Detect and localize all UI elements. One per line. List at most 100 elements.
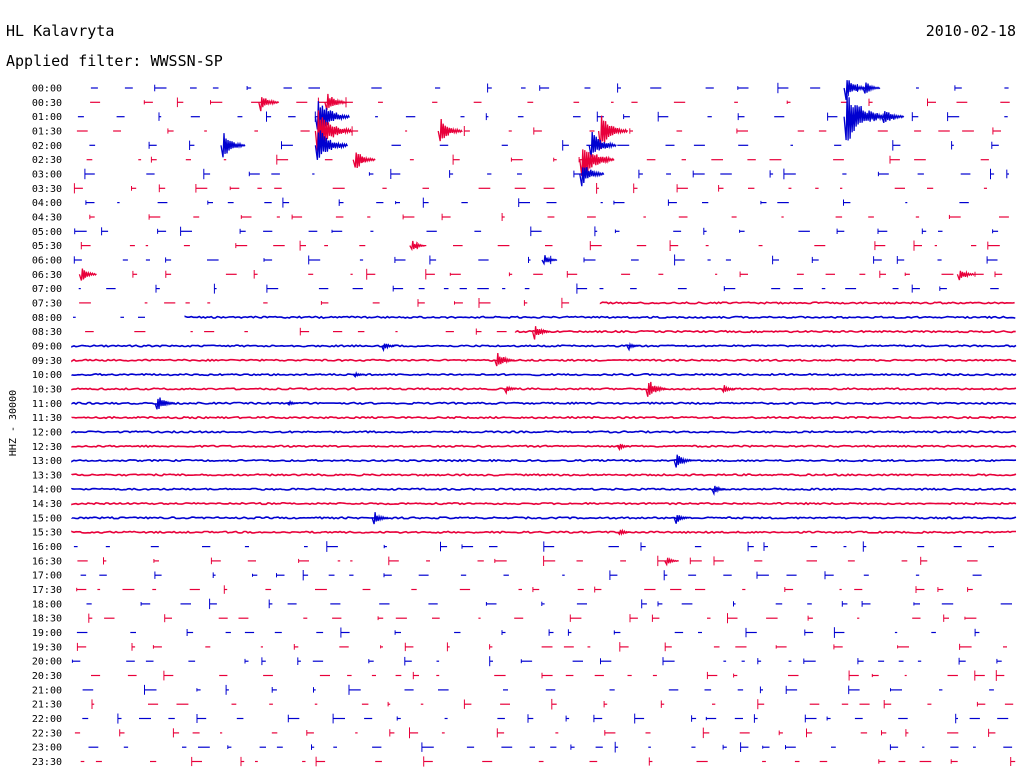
trace-row <box>86 149 989 177</box>
trace-row <box>71 512 1017 525</box>
row-time-label: 20:30 <box>32 671 62 682</box>
trace-row <box>71 443 1017 452</box>
trace-row <box>80 240 1000 252</box>
event-burst <box>617 528 630 537</box>
trace-row <box>90 80 1009 101</box>
trace-row <box>88 613 977 624</box>
trace-row <box>91 698 1014 710</box>
event-burst <box>664 557 679 567</box>
row-time-label: 18:30 <box>32 614 62 625</box>
trace-row <box>82 684 994 695</box>
trace-row <box>71 656 1002 667</box>
event-burst <box>154 397 176 410</box>
event-burst <box>437 118 463 142</box>
row-time-label: 01:30 <box>32 126 62 137</box>
row-time-label: 11:30 <box>32 413 62 424</box>
trace-row <box>89 130 999 160</box>
row-time-label: 06:00 <box>32 255 62 266</box>
trace-row <box>85 197 969 208</box>
trace-row <box>71 473 1017 477</box>
row-time-label: 17:30 <box>32 585 62 596</box>
trace-row <box>71 430 1017 434</box>
trace-row <box>71 454 1017 468</box>
event-burst <box>645 381 668 397</box>
row-time-label: 15:30 <box>32 528 62 539</box>
event-burst <box>352 371 365 378</box>
event-burst <box>78 268 97 281</box>
trace-row <box>76 642 1007 652</box>
trace-row <box>90 93 1010 112</box>
event-burst <box>371 512 389 525</box>
event-burst <box>626 341 640 352</box>
event-burst <box>720 385 736 394</box>
station-title: HL Kalavryta <box>6 22 115 40</box>
row-time-label: 13:30 <box>32 470 62 481</box>
trace-row <box>71 381 1017 397</box>
event-burst <box>843 95 889 141</box>
trace-row <box>80 756 1016 767</box>
row-time-label: 07:30 <box>32 298 62 309</box>
event-burst <box>711 485 727 496</box>
filter-label: Applied filter: WWSSN-SP <box>6 52 223 70</box>
row-time-label: 20:00 <box>32 657 62 668</box>
row-time-label: 04:30 <box>32 212 62 223</box>
trace-line <box>599 301 1015 305</box>
event-burst <box>956 270 975 281</box>
trace-row <box>76 110 1001 152</box>
row-time-label: 21:00 <box>32 685 62 696</box>
row-time-label: 03:30 <box>32 184 62 195</box>
row-time-label: 09:00 <box>32 341 62 352</box>
trace-row <box>73 183 987 194</box>
y-axis-label: HHZ - 30000 <box>8 390 19 456</box>
trace-line <box>71 344 1017 348</box>
event-burst <box>588 131 617 158</box>
event-burst <box>531 326 551 340</box>
event-burst <box>597 115 629 149</box>
trace-row <box>73 315 1016 320</box>
trace-row <box>71 397 1017 410</box>
event-burst <box>579 149 615 177</box>
row-time-label: 22:30 <box>32 728 62 739</box>
trace-row <box>85 326 1016 340</box>
row-time-label: 07:00 <box>32 284 62 295</box>
trace-row <box>91 670 1005 681</box>
row-time-label: 15:00 <box>32 513 62 524</box>
row-time-label: 23:00 <box>32 743 62 754</box>
row-time-label: 01:00 <box>32 112 62 123</box>
trace-line <box>71 387 1017 391</box>
row-time-label: 04:00 <box>32 198 62 209</box>
event-burst <box>380 343 396 353</box>
trace-row <box>71 353 1017 367</box>
row-time-label: 08:30 <box>32 327 62 338</box>
event-burst <box>314 130 348 160</box>
trace-row <box>86 598 1012 610</box>
trace-row <box>80 570 982 581</box>
row-time-label: 19:00 <box>32 628 62 639</box>
row-time-label: 12:00 <box>32 427 62 438</box>
row-time-label: 14:00 <box>32 485 62 496</box>
trace-row <box>77 555 978 567</box>
trace-line <box>71 458 1017 463</box>
row-time-label: 08:00 <box>32 313 62 324</box>
trace-row <box>76 627 980 638</box>
trace-line <box>71 415 1017 420</box>
trace-row <box>71 528 1016 537</box>
row-label-group: 00:00 00:30 01:00 01:30 02:00 02:30 03:00 03:30… <box>32 84 62 769</box>
event-burst <box>409 240 426 252</box>
row-time-label: 02:30 <box>32 155 62 166</box>
row-time-label: 05:30 <box>32 241 62 252</box>
trace-line <box>71 473 1017 477</box>
row-time-label: 00:00 <box>32 84 62 95</box>
trace-row <box>73 254 998 266</box>
trace-line <box>71 372 1017 377</box>
event-burst <box>352 152 376 168</box>
row-time-label: 12:30 <box>32 442 62 453</box>
row-time-label: 10:30 <box>32 384 62 395</box>
event-burst <box>673 514 690 524</box>
row-time-label: 02:00 <box>32 141 62 152</box>
trace-row <box>89 213 1009 221</box>
event-burst <box>616 443 630 452</box>
row-time-label: 03:00 <box>32 169 62 180</box>
event-burst <box>220 133 246 158</box>
